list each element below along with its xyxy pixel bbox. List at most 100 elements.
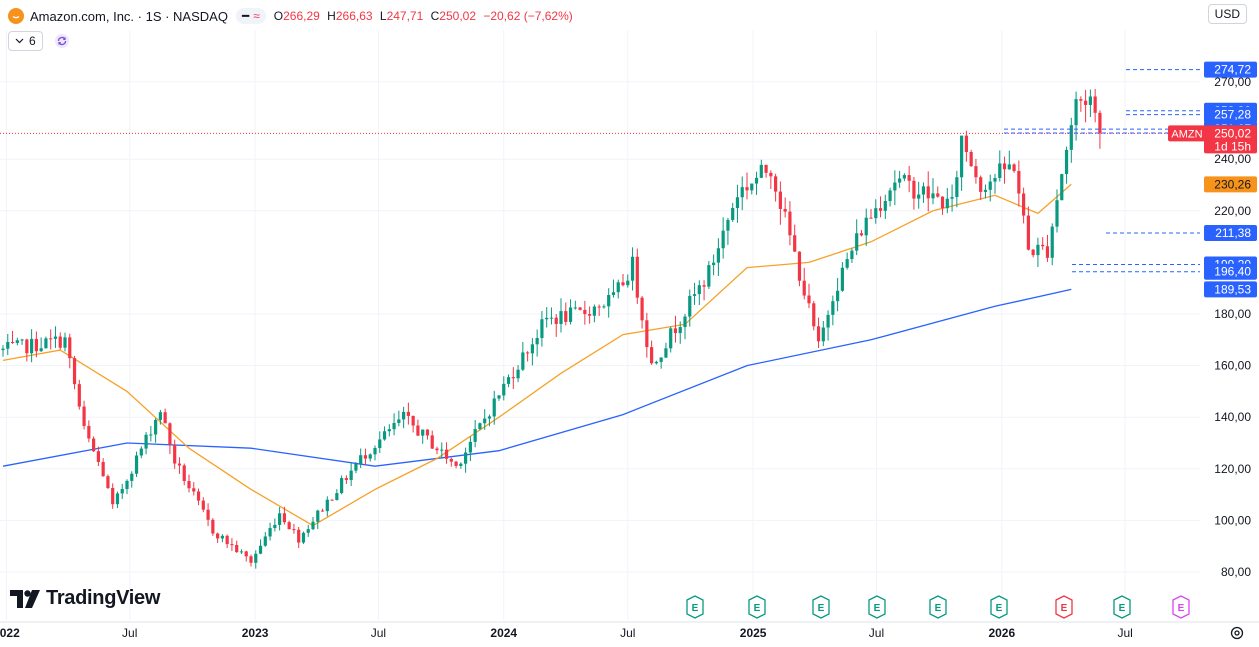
candle-body [72, 358, 77, 385]
candle-body [712, 262, 716, 266]
price-label: 230,26 [1214, 177, 1251, 191]
candle-body [855, 233, 859, 251]
candle-body [797, 251, 802, 281]
candle-body [382, 431, 387, 440]
candle-body [187, 481, 191, 489]
candle-body [907, 175, 911, 181]
candle-body [983, 189, 988, 192]
ohlc-values: O266,29 H266,63 L247,71 C250,02 −20,62 (… [274, 9, 577, 23]
chart-type-toggle[interactable]: ━ ≈ [235, 8, 266, 24]
candle-body [611, 292, 616, 295]
indicators-toggle-button[interactable]: 6 [8, 31, 43, 51]
candle-body [1084, 100, 1088, 105]
candle-body [25, 339, 29, 354]
candle-body [993, 178, 997, 182]
candle-body [783, 208, 787, 212]
candle-body [459, 463, 463, 466]
price-tick-label: 220,00 [1214, 204, 1251, 218]
candle-body [344, 478, 348, 480]
indicator-count: 6 [29, 34, 36, 48]
candle-body [940, 196, 945, 209]
candle-body [802, 280, 806, 296]
candle-body [1036, 244, 1040, 256]
moving-average-200-path [2, 288, 1072, 467]
time-tick-label: 2022 [0, 626, 20, 640]
sync-icon[interactable] [53, 32, 71, 50]
candle-body [30, 338, 34, 354]
candle-body [669, 328, 673, 349]
candle-body [306, 529, 310, 533]
candle-body [597, 306, 601, 308]
low-value: 247,71 [386, 9, 424, 23]
moving-average-50-line [2, 183, 1072, 527]
candle-body [697, 285, 701, 295]
candle-body [754, 177, 759, 184]
candle-body [68, 337, 72, 359]
candle-body [96, 451, 100, 462]
symbol-tag-box [1168, 125, 1206, 142]
symbol-title[interactable]: Amazon.com, Inc. · 1S · NASDAQ [30, 8, 228, 24]
candle-body [511, 377, 515, 379]
candle-body [540, 319, 544, 338]
candle-body [1093, 96, 1097, 113]
candle-body [273, 524, 277, 529]
candle-body [998, 163, 1002, 179]
time-tick-label: 2023 [242, 626, 269, 640]
candle-body [268, 528, 272, 537]
candle-body [106, 476, 110, 488]
earnings-marker-icon: E [686, 595, 704, 619]
close-value: 250,02 [439, 9, 476, 23]
candle-body [902, 175, 906, 179]
symbol-tag: AMZN [1171, 128, 1202, 140]
candle-body [502, 383, 506, 396]
moving-average-200-line [2, 288, 1072, 467]
symbol-header: Amazon.com, Inc. · 1S · NASDAQ ━ ≈ O266,… [8, 6, 577, 26]
time-axis: 2022 Jul 2023 Jul 2024 Jul 2025 Jul 2026 Jul [0, 621, 1259, 640]
candle-body [421, 429, 425, 436]
candle-body [1098, 112, 1102, 134]
candle-body [258, 545, 263, 554]
candle-body [726, 219, 730, 231]
candle-body [196, 491, 201, 501]
tradingview-logo: TradingView [10, 587, 160, 610]
candle-body [278, 513, 282, 525]
candle-body [683, 316, 687, 328]
candle-body [392, 422, 396, 430]
candle-body [836, 290, 840, 302]
candle-body [969, 151, 973, 167]
gear-icon[interactable] [1229, 625, 1245, 641]
candle-body [34, 338, 38, 352]
price-label: 274,72 [1214, 63, 1251, 77]
candle-body [602, 306, 606, 308]
candle-body [225, 535, 229, 545]
candle-body [917, 194, 921, 199]
candle-body [406, 411, 410, 416]
candle-body [340, 478, 344, 494]
candle-body [301, 532, 306, 543]
earnings-marker-icon: E [1055, 595, 1073, 619]
candle-body [1026, 215, 1030, 250]
time-tick-label: Jul [371, 626, 386, 640]
price-label: 211,38 [1215, 226, 1251, 240]
earnings-marker-label: E [1061, 603, 1068, 614]
earnings-marker-icon: E [812, 595, 830, 619]
candle-body [211, 519, 215, 534]
candle-body [1041, 244, 1045, 247]
price-label-box [1204, 263, 1257, 280]
candle-body [444, 449, 449, 459]
candle-body [416, 425, 420, 436]
earnings-marker-label: E [996, 603, 1003, 614]
currency-button[interactable]: USD [1207, 4, 1247, 24]
price-tick-label: 100,00 [1214, 513, 1251, 527]
candle-body [936, 193, 940, 197]
candle-body [101, 461, 105, 477]
price-tick-label: 240,00 [1214, 152, 1251, 166]
candle-body [244, 551, 248, 557]
candle-body [77, 384, 81, 407]
candle-body [964, 135, 968, 152]
candle-body [440, 449, 444, 451]
candle-body [349, 470, 353, 480]
candle-body [621, 282, 625, 286]
candle-body [740, 187, 744, 198]
